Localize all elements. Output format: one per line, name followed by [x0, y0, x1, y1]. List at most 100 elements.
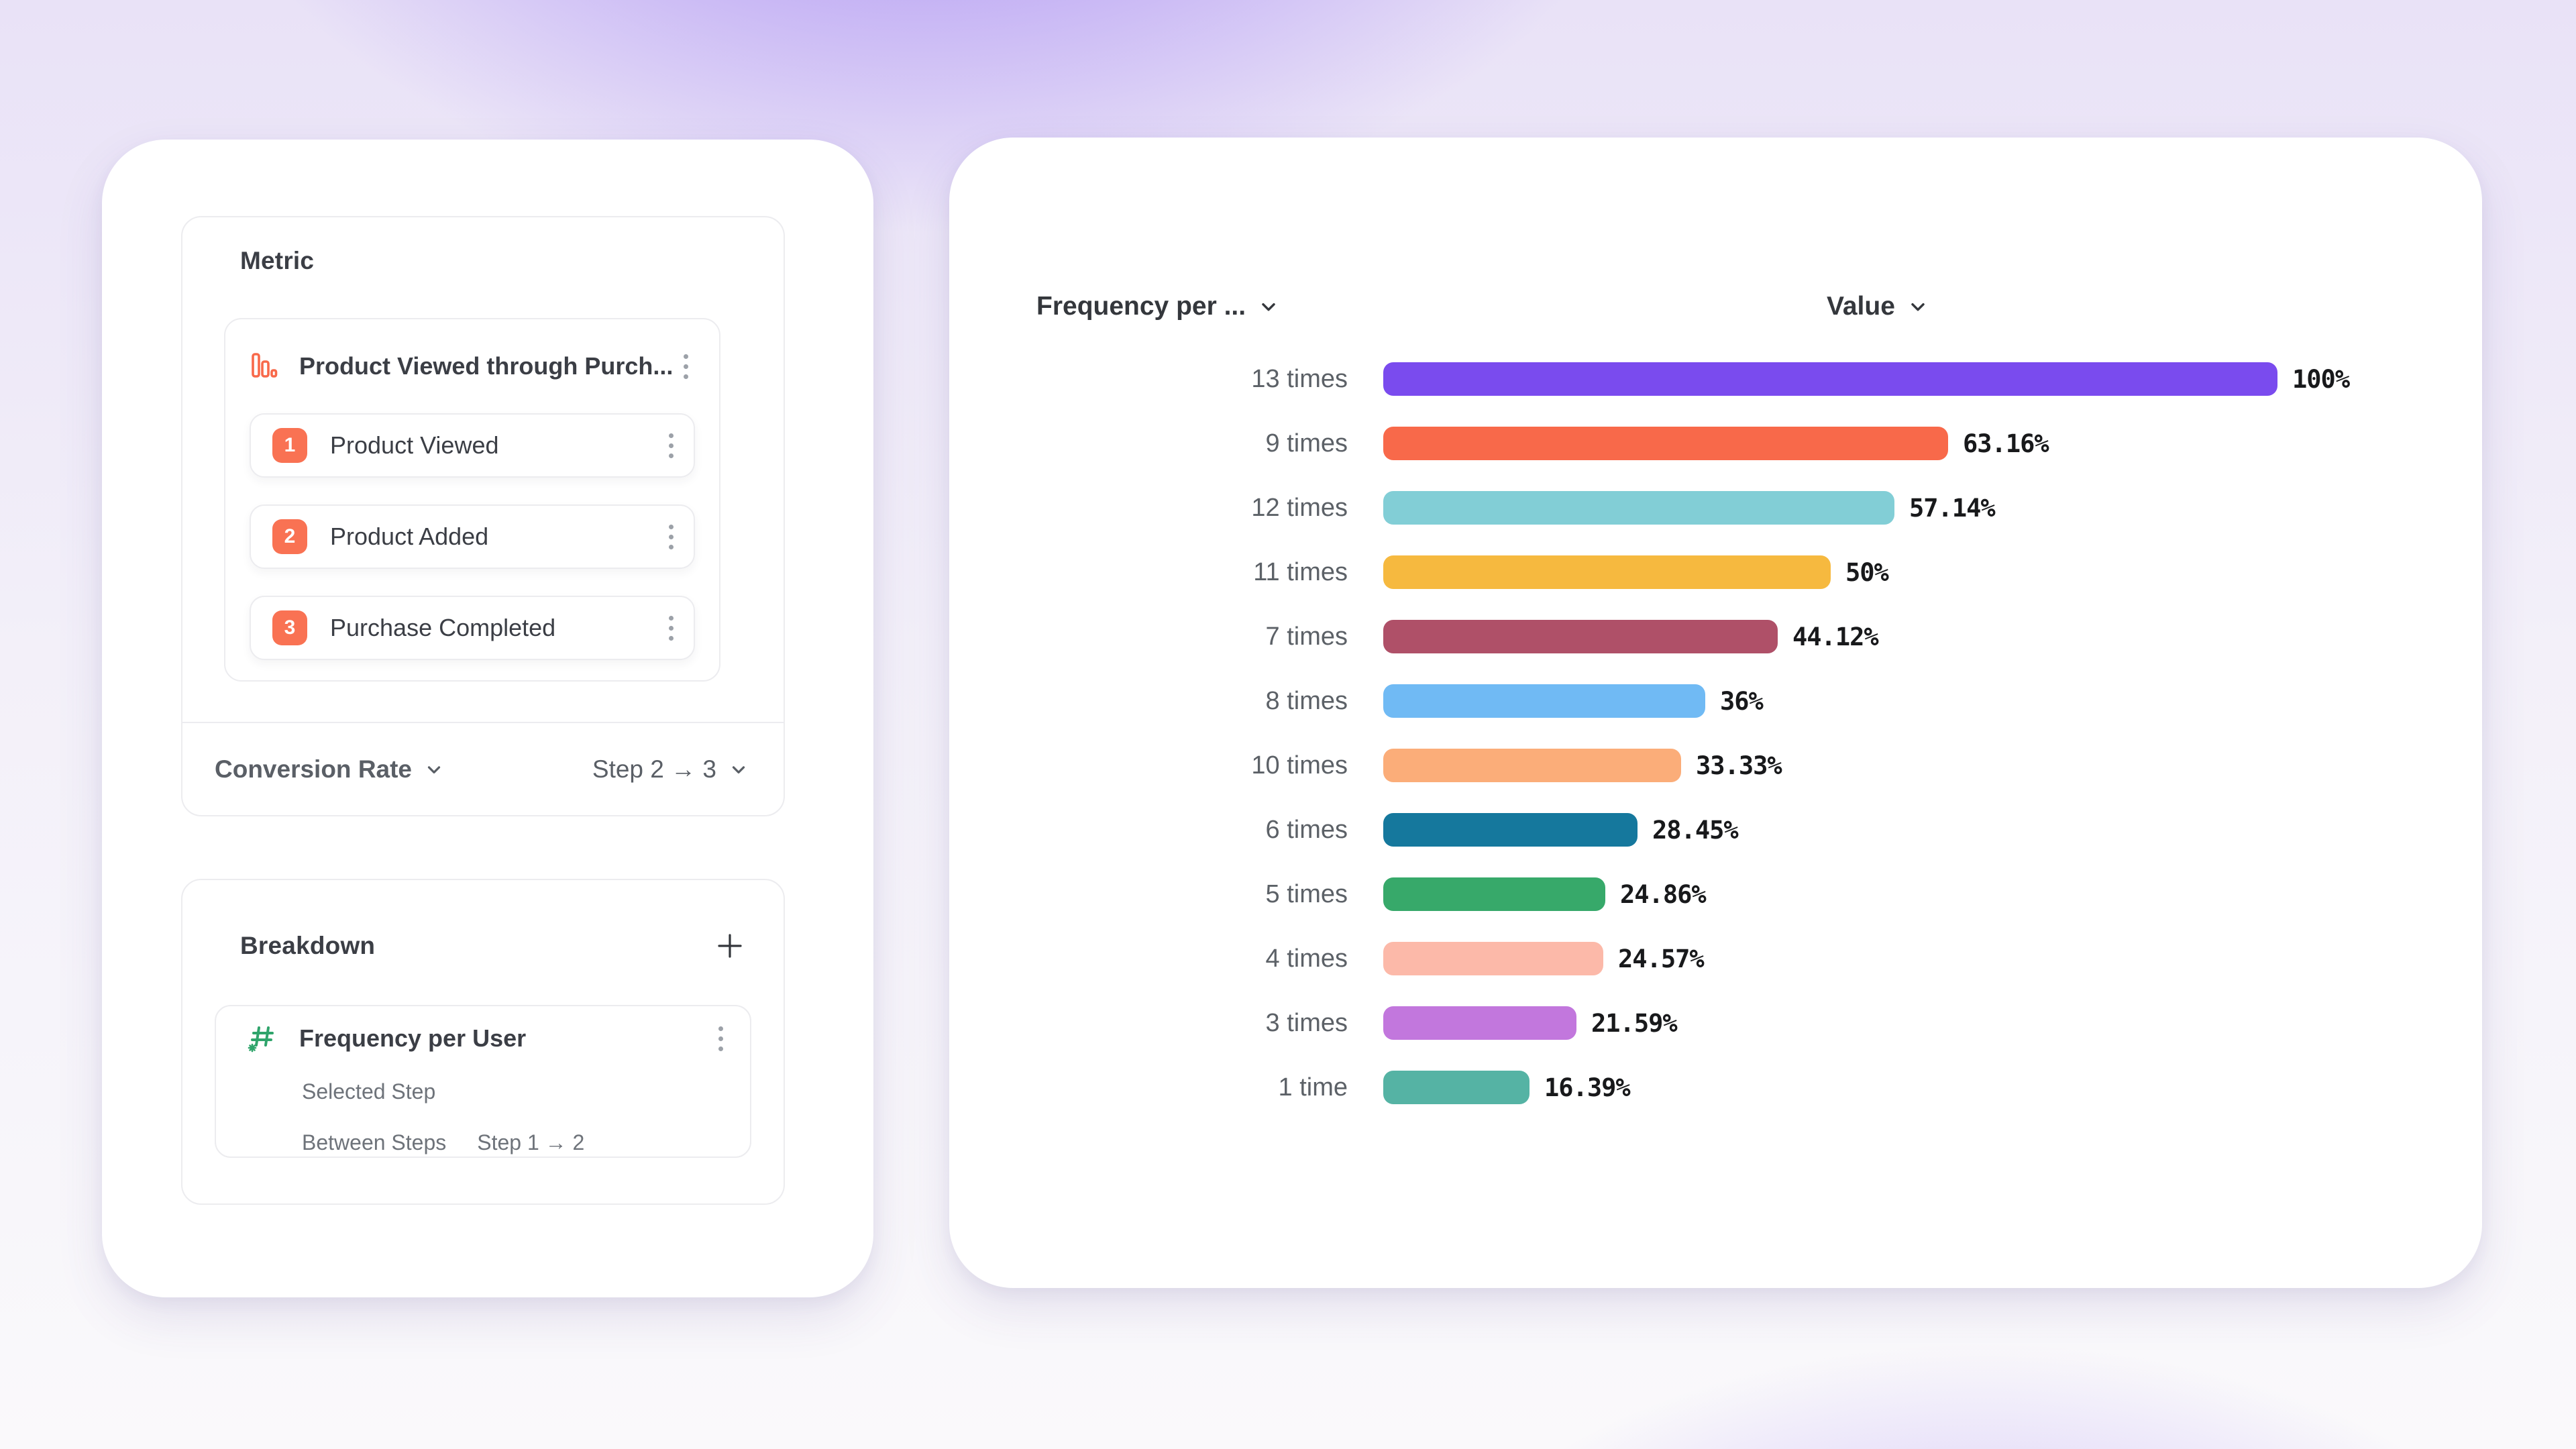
funnel-steps: 1 Product Viewed 2 Product Added 3 Purch… — [250, 413, 695, 660]
bar-category-label: 5 times — [1265, 879, 1348, 908]
metric-body: Metric Product Viewed through Purch... 1 — [182, 217, 784, 722]
bar-category-label: 4 times — [1265, 944, 1348, 973]
chart-panel: Frequency per ... Value 13 times 100% 9 … — [949, 138, 2482, 1288]
bar[interactable] — [1383, 813, 1638, 847]
step-label: Product Viewed — [330, 431, 499, 459]
funnel-group: Product Viewed through Purch... 1 Produc… — [224, 318, 720, 682]
chevron-down-icon — [1907, 296, 1929, 317]
add-breakdown-button plus-icon[interactable] — [711, 927, 749, 965]
bar-category-label: 3 times — [1265, 1008, 1348, 1037]
between-steps-row: Between Steps Step 1 → 2 — [302, 1130, 730, 1155]
chart-header: Frequency per ... Value — [949, 292, 2482, 332]
bar-category-label: 12 times — [1251, 493, 1348, 522]
step-label: Purchase Completed — [330, 614, 556, 641]
bar[interactable] — [1383, 555, 1831, 589]
metric-section-title: Metric — [240, 247, 315, 274]
breakdown-property-row[interactable]: Frequency per User — [246, 1016, 730, 1061]
bar-value-label: 24.86% — [1620, 879, 1707, 909]
funnel-step-row[interactable]: 2 Product Added — [250, 504, 695, 569]
bar-value-label: 21.59% — [1591, 1008, 1678, 1038]
bar-value-label: 63.16% — [1963, 429, 2049, 458]
metric-section: Metric Product Viewed through Purch... 1 — [181, 216, 785, 816]
bar-category-label: 8 times — [1265, 686, 1348, 715]
chart-row: 8 times 36% — [949, 669, 2482, 733]
step-label: Product Added — [330, 523, 489, 550]
bar-zone: 36% — [1383, 684, 1764, 718]
step-range-dropdown[interactable]: Step 2 → 3 — [592, 755, 749, 784]
bar[interactable] — [1383, 620, 1778, 653]
funnel-bar-chart-icon — [250, 352, 279, 381]
bar[interactable] — [1383, 362, 2277, 396]
breakdown-kebab-menu-icon[interactable] — [712, 1021, 730, 1057]
breakdown-header: Breakdown — [215, 927, 751, 965]
bar-zone: 100% — [1383, 362, 2350, 396]
chevron-down-icon — [729, 759, 749, 780]
step-number-badge: 1 — [272, 428, 307, 463]
bar-category-label: 9 times — [1265, 429, 1348, 458]
funnel-step-row[interactable]: 1 Product Viewed — [250, 413, 695, 478]
bar-value-label: 44.12% — [1792, 622, 1879, 651]
bar[interactable] — [1383, 1071, 1529, 1104]
bar-category-label: 1 time — [1278, 1073, 1348, 1102]
value-column-dropdown[interactable]: Value — [1827, 292, 1929, 321]
query-builder-panel: Metric Product Viewed through Purch... 1 — [102, 140, 873, 1297]
bar-zone: 63.16% — [1383, 427, 2049, 460]
chevron-down-icon — [424, 759, 444, 780]
chart-row: 6 times 28.45% — [949, 798, 2482, 862]
conversion-rate-dropdown[interactable]: Conversion Rate — [215, 755, 444, 784]
chart-row: 12 times 57.14% — [949, 476, 2482, 540]
bar[interactable] — [1383, 877, 1605, 911]
hashtag-numeric-icon — [246, 1022, 279, 1055]
between-steps-value: Step 1 → 2 — [477, 1130, 585, 1155]
metric-footer: Conversion Rate Step 2 → 3 — [182, 723, 784, 815]
bar[interactable] — [1383, 942, 1603, 975]
breakdown-item: Frequency per User Selected Step Between… — [215, 1005, 751, 1158]
bar[interactable] — [1383, 749, 1681, 782]
breakdown-section: Breakdown Frequency per User Selected St… — [181, 879, 785, 1205]
bar-zone: 33.33% — [1383, 749, 1782, 782]
chart-row: 5 times 24.86% — [949, 862, 2482, 926]
bar[interactable] — [1383, 427, 1948, 460]
bar-category-label: 10 times — [1251, 751, 1348, 780]
chart-row: 7 times 44.12% — [949, 604, 2482, 669]
bar-zone: 57.14% — [1383, 491, 1996, 525]
bar-value-label: 24.57% — [1618, 944, 1705, 973]
bar-zone: 24.57% — [1383, 942, 1705, 975]
bar-zone: 21.59% — [1383, 1006, 1678, 1040]
bar-zone: 16.39% — [1383, 1071, 1631, 1104]
bar-value-label: 36% — [1720, 686, 1764, 716]
category-column-dropdown[interactable]: Frequency per ... — [1036, 292, 1279, 321]
selected-step-row: Selected Step — [302, 1079, 730, 1104]
selected-step-label: Selected Step — [302, 1079, 436, 1104]
step-kebab-menu-icon[interactable] — [662, 610, 680, 646]
step-kebab-menu-icon[interactable] — [662, 428, 680, 464]
conversion-rate-label: Conversion Rate — [215, 755, 413, 783]
bar[interactable] — [1383, 684, 1705, 718]
chevron-down-icon — [1258, 296, 1279, 317]
bar-value-label: 50% — [1845, 557, 1889, 587]
bar[interactable] — [1383, 491, 1894, 525]
bar-zone: 24.86% — [1383, 877, 1707, 911]
chart-row: 9 times 63.16% — [949, 411, 2482, 476]
step-range-label: Step 2 → 3 — [592, 755, 716, 783]
step-number-badge: 2 — [272, 519, 307, 554]
funnel-step-row[interactable]: 3 Purchase Completed — [250, 596, 695, 660]
chart-row: 11 times 50% — [949, 540, 2482, 604]
bar-value-label: 57.14% — [1909, 493, 1996, 523]
funnel-metric-row[interactable]: Product Viewed through Purch... — [250, 337, 695, 396]
category-column-header: Frequency per ... — [1036, 292, 1246, 321]
funnel-kebab-menu-icon[interactable] — [677, 349, 695, 384]
bar-value-label: 33.33% — [1696, 751, 1782, 780]
bar-value-label: 16.39% — [1544, 1073, 1631, 1102]
bar[interactable] — [1383, 1006, 1576, 1040]
chart-row: 1 time 16.39% — [949, 1055, 2482, 1120]
chart-row: 3 times 21.59% — [949, 991, 2482, 1055]
chart-row: 10 times 33.33% — [949, 733, 2482, 798]
bar-zone: 50% — [1383, 555, 1889, 589]
funnel-metric-name: Product Viewed through Purch... — [299, 352, 674, 380]
step-kebab-menu-icon[interactable] — [662, 519, 680, 555]
bar-category-label: 6 times — [1265, 815, 1348, 844]
breakdown-property-name: Frequency per User — [299, 1024, 527, 1052]
step-number-badge: 3 — [272, 610, 307, 645]
breakdown-section-title: Breakdown — [240, 932, 376, 959]
